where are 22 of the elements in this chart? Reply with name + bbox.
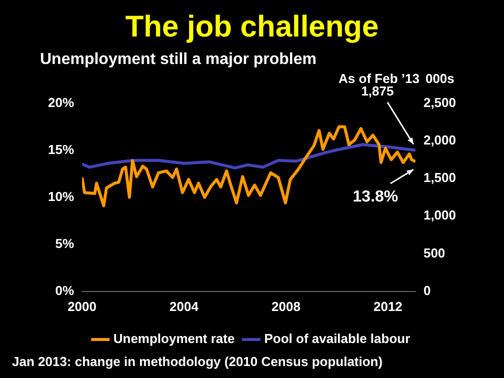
y-tick-label: 20% <box>48 94 74 110</box>
y-tick-label: 0% <box>55 282 74 298</box>
x-tick-label: 2008 <box>272 298 300 314</box>
chart-title: The job challenge <box>125 10 379 44</box>
x-tick-label: 2000 <box>68 298 96 314</box>
chart-subtitle: Unemployment still a major problem <box>40 51 316 68</box>
legend-label: Unemployment rate <box>113 331 235 346</box>
y2-tick-label: 1,500 <box>423 170 456 186</box>
y2-tick-label: 2,500 <box>423 94 456 110</box>
annotation: 13.8% <box>352 188 398 206</box>
y2-tick-label: 1,000 <box>423 208 456 223</box>
y-tick-label: 15% <box>48 142 74 157</box>
y2-tick-label: 0 <box>423 282 431 298</box>
legend-label: Pool of available labour <box>264 331 410 346</box>
text: Jan 2013: change in methodology (2010 Census population) <box>12 354 383 369</box>
y-tick-label: 5% <box>55 236 74 251</box>
x-tick-label: 2004 <box>170 298 200 314</box>
y2-tick-label: 500 <box>423 245 446 260</box>
y-tick-label: 10% <box>48 188 74 204</box>
y2-axis-title: 000s <box>425 71 454 86</box>
x-tick-label: 2012 <box>373 298 402 314</box>
y2-tick-label: 2,000 <box>423 132 456 148</box>
